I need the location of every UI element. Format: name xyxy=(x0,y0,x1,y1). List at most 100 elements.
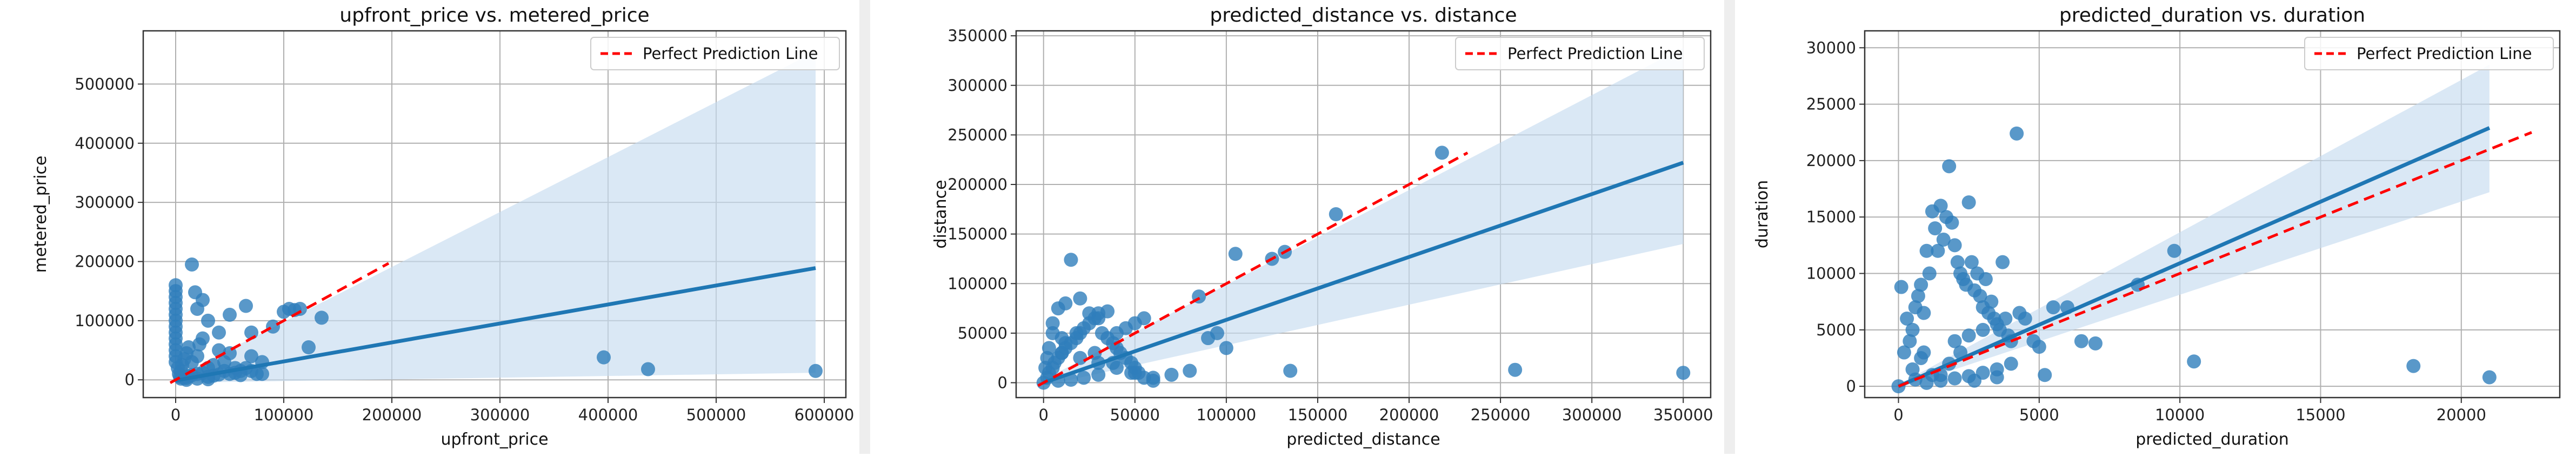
data-point xyxy=(1045,326,1060,340)
y-tick-label: 10000 xyxy=(1806,265,1856,283)
y-tick-label: 400000 xyxy=(75,134,135,153)
data-point xyxy=(1919,375,1934,390)
x-tick-label: 300000 xyxy=(1562,406,1622,424)
data-point xyxy=(1922,266,1937,281)
y-axis-label: metered_price xyxy=(31,156,50,273)
chart-title: predicted_duration vs. duration xyxy=(2059,4,2365,27)
x-tick-label: 0 xyxy=(1893,406,1903,424)
data-point xyxy=(196,293,210,307)
data-point xyxy=(182,340,196,355)
data-point xyxy=(641,362,655,376)
legend-entry: Perfect Prediction Line xyxy=(2357,44,2532,63)
data-point xyxy=(1164,367,1179,382)
data-point xyxy=(1947,371,1962,386)
subplot-3: 0 5000 10000 15000 20000 0 5000 10000 15000 20000… xyxy=(1753,4,2561,449)
data-point xyxy=(1283,364,1298,378)
data-point xyxy=(2406,359,2421,373)
chart-title: predicted_distance vs. distance xyxy=(1210,4,1517,27)
data-point xyxy=(1058,296,1073,310)
data-point xyxy=(1897,345,1911,360)
legend-box xyxy=(590,37,840,70)
data-point xyxy=(1917,306,1931,320)
data-point xyxy=(212,325,226,340)
legend-box xyxy=(2304,37,2554,70)
data-point xyxy=(1124,366,1139,380)
data-point xyxy=(1964,255,1979,269)
data-point xyxy=(1064,253,1078,267)
data-point xyxy=(266,319,280,334)
data-point xyxy=(1917,345,1931,360)
data-point xyxy=(244,349,258,364)
x-axis-label: upfront_price xyxy=(441,430,548,449)
x-tick-label: 100000 xyxy=(254,406,314,424)
x-tick-label: 150000 xyxy=(1288,406,1348,424)
x-tick-label: 400000 xyxy=(578,406,638,424)
regression-line xyxy=(1898,126,2491,388)
y-tick-label: 50000 xyxy=(958,324,1007,342)
data-point xyxy=(1950,255,1965,269)
data-point xyxy=(250,367,264,381)
data-point xyxy=(2038,368,2052,382)
data-point xyxy=(1091,367,1106,382)
data-point xyxy=(1201,331,1216,346)
data-point xyxy=(1077,371,1091,385)
data-point xyxy=(1947,334,1962,348)
data-point xyxy=(1942,159,1957,174)
y-tick-label: 30000 xyxy=(1806,38,1856,57)
data-point xyxy=(1038,361,1053,375)
x-tick-label: 100000 xyxy=(1197,406,1257,424)
plot-area xyxy=(169,51,823,387)
data-point xyxy=(1996,255,2010,269)
data-point xyxy=(1900,311,1914,326)
plot-area xyxy=(1891,64,2532,394)
legend-entry: Perfect Prediction Line xyxy=(643,44,818,63)
data-point xyxy=(1073,351,1087,365)
data-point xyxy=(1069,326,1084,340)
data-point xyxy=(1933,199,1948,213)
x-tick-label: 15000 xyxy=(2295,406,2345,424)
data-point xyxy=(1998,311,2013,326)
confidence-band xyxy=(1898,64,2490,388)
y-tick-label: 500000 xyxy=(75,75,135,93)
panel-separator xyxy=(859,0,870,454)
data-point xyxy=(185,257,199,272)
y-tick-label: 0 xyxy=(998,374,1007,392)
subplot-2: 0 50000 100000 150000 200000 250000 300000 3500… xyxy=(931,4,1713,449)
data-point xyxy=(1947,238,1962,253)
data-point xyxy=(1911,289,1925,303)
data-point xyxy=(1219,341,1233,355)
y-tick-label: 0 xyxy=(125,371,135,389)
data-point xyxy=(315,310,329,325)
data-point xyxy=(1933,373,1948,388)
y-tick-label: 300000 xyxy=(75,193,135,212)
x-tick-label: 350000 xyxy=(1653,406,1713,424)
x-tick-label: 200000 xyxy=(362,406,422,424)
x-axis-label: predicted_duration xyxy=(2135,430,2289,449)
data-point xyxy=(2010,126,2024,141)
axes-frame xyxy=(142,30,847,399)
data-point xyxy=(1329,207,1343,221)
data-point xyxy=(2032,340,2046,354)
data-point xyxy=(1228,247,1243,261)
data-point xyxy=(1976,366,1990,380)
data-point xyxy=(201,313,215,328)
legend: Perfect Prediction Line xyxy=(2304,37,2554,70)
data-point xyxy=(2167,243,2181,258)
data-point xyxy=(1905,322,1920,337)
data-point xyxy=(190,349,204,364)
data-point xyxy=(1676,366,1691,380)
chart-title: upfront_price vs. metered_price xyxy=(339,4,649,27)
data-point xyxy=(1903,334,1917,348)
panel-separator xyxy=(1724,0,1735,454)
data-point xyxy=(1978,272,1993,286)
data-point xyxy=(2046,300,2060,315)
y-tick-label: 0 xyxy=(1846,377,1856,395)
plot-area xyxy=(1036,48,1691,390)
y-tick-label: 150000 xyxy=(947,225,1007,243)
x-tick-label: 0 xyxy=(171,406,181,424)
y-axis-label: distance xyxy=(931,180,950,248)
perfect-prediction-line xyxy=(169,262,390,384)
data-point xyxy=(1434,146,1449,160)
